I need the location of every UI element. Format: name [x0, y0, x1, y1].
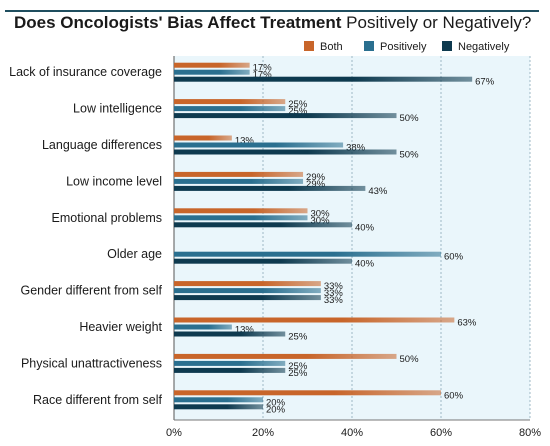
data-label: 29% [306, 179, 326, 190]
bar-positively [174, 251, 441, 257]
bar-both [174, 135, 232, 141]
legend-swatch-positively [364, 41, 374, 51]
data-label: 25% [288, 99, 308, 110]
x-tick-label: 80% [519, 427, 541, 439]
data-label: 25% [288, 106, 308, 117]
bar-positively [174, 69, 250, 75]
bar-positively [174, 106, 286, 112]
bar-both [174, 171, 304, 177]
bar-negatively [174, 367, 286, 373]
category-label: Low intelligence [73, 102, 162, 116]
data-label: 29% [306, 172, 326, 183]
x-tick-label: 60% [430, 427, 452, 439]
data-label: 17% [253, 70, 273, 81]
data-label: 17% [253, 63, 273, 74]
bar-negatively [174, 331, 286, 337]
data-label: 33% [324, 288, 344, 299]
bar-positively [174, 288, 321, 294]
data-label: 30% [311, 215, 331, 226]
data-label: 25% [288, 361, 308, 372]
bar-both [174, 99, 286, 105]
category-label: Gender different from self [20, 284, 162, 298]
data-label: 40% [355, 222, 375, 233]
data-label: 33% [324, 281, 344, 292]
category-label: Low income level [66, 174, 162, 188]
bar-negatively [174, 76, 473, 82]
bar-positively [174, 397, 263, 403]
legend-label-positively: Positively [380, 41, 427, 53]
bar-negatively [174, 295, 321, 301]
chart-title-normal: Positively or Negatively? [346, 13, 532, 32]
bar-negatively [174, 404, 263, 410]
data-label: 50% [400, 354, 420, 365]
legend-label-negatively: Negatively [458, 41, 510, 53]
bar-positively [174, 324, 232, 330]
legend-swatch-both [304, 41, 314, 51]
data-label: 20% [266, 404, 286, 415]
bar-positively [174, 215, 308, 221]
bar-positively [174, 178, 304, 184]
bar-both [174, 281, 321, 287]
bar-both [174, 62, 250, 68]
title-rule [5, 10, 539, 12]
data-label: 38% [346, 143, 366, 154]
x-tick-label: 40% [341, 427, 363, 439]
bar-positively [174, 142, 344, 148]
data-label: 25% [288, 368, 308, 379]
bar-negatively [174, 258, 352, 264]
bar-negatively [174, 185, 366, 191]
data-label: 50% [400, 150, 420, 161]
category-label: Older age [107, 247, 162, 261]
category-label: Race different from self [33, 393, 163, 407]
bar-negatively [174, 222, 352, 228]
bar-both [174, 208, 308, 214]
data-label: 50% [400, 113, 420, 124]
category-label: Heavier weight [79, 320, 162, 334]
data-label: 40% [355, 259, 375, 270]
chart-title: Does Oncologists' Bias Affect Treatment … [14, 13, 531, 33]
data-label: 13% [235, 136, 255, 147]
data-label: 13% [235, 325, 255, 336]
data-label: 63% [457, 318, 477, 329]
bar-negatively [174, 149, 397, 155]
x-tick-label: 20% [252, 427, 274, 439]
data-label: 60% [444, 252, 464, 263]
bar-both [174, 317, 455, 323]
bar-both [174, 353, 397, 359]
legend-label-both: Both [320, 41, 343, 53]
data-label: 25% [288, 332, 308, 343]
data-label: 67% [475, 77, 495, 88]
chart-title-bold: Does Oncologists' Bias Affect Treatment [14, 13, 342, 32]
bar-positively [174, 360, 286, 366]
data-label: 33% [324, 295, 344, 306]
x-tick-label: 0% [166, 427, 182, 439]
category-label: Emotional problems [52, 211, 162, 225]
data-label: 30% [311, 208, 331, 219]
category-label: Lack of insurance coverage [9, 65, 162, 79]
category-label: Physical unattractiveness [21, 356, 162, 370]
bar-negatively [174, 113, 397, 119]
data-label: 20% [266, 397, 286, 408]
legend-swatch-negatively [442, 41, 452, 51]
category-label: Language differences [42, 138, 162, 152]
data-label: 60% [444, 390, 464, 401]
bar-both [174, 390, 441, 396]
data-label: 43% [368, 186, 388, 197]
